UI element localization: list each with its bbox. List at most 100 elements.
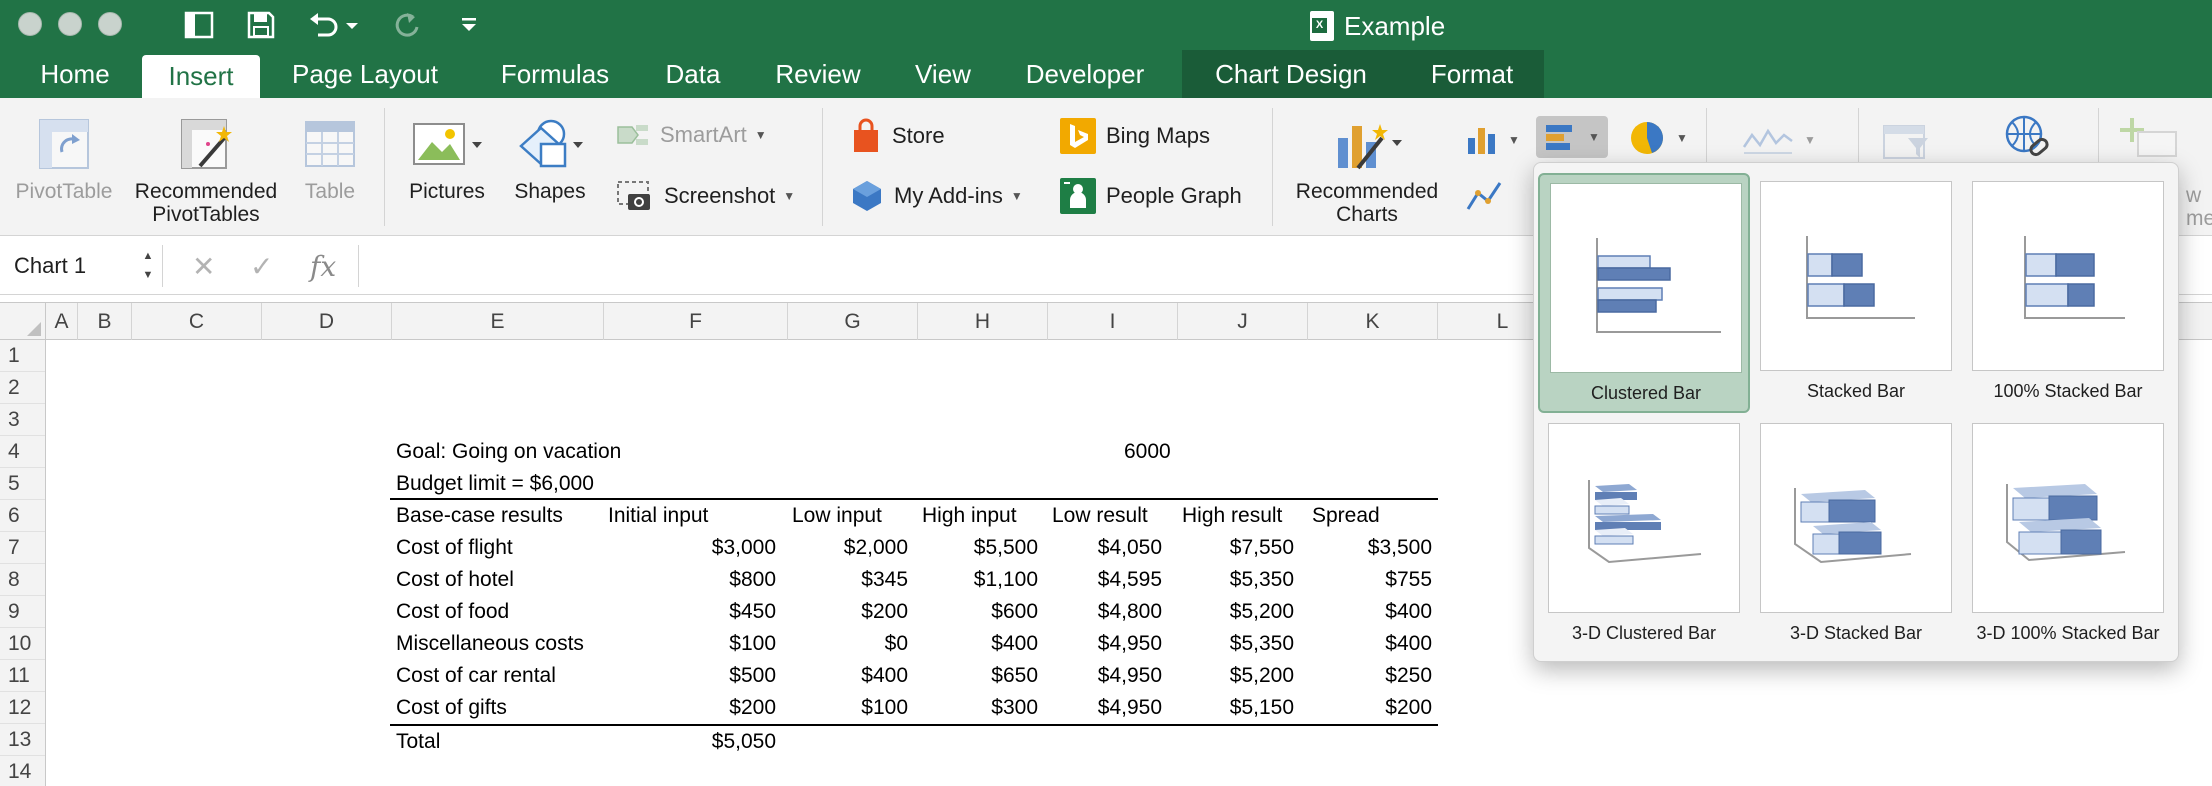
table-cell[interactable]: $4,950 — [1097, 632, 1162, 655]
row-header[interactable]: 3 — [0, 404, 45, 436]
tab-format[interactable]: Format — [1400, 50, 1544, 98]
formula-input[interactable] — [358, 245, 2208, 287]
row-header[interactable]: 11 — [0, 660, 45, 692]
row-header[interactable]: 6 — [0, 500, 45, 532]
bing-maps-button[interactable]: Bing Maps — [1060, 116, 1210, 156]
gallery-item-3d-clustered-bar[interactable]: 3-D Clustered Bar — [1538, 415, 1750, 655]
table-cell[interactable]: $450 — [729, 600, 776, 623]
shapes-button[interactable]: Shapes — [504, 116, 596, 203]
table-cell[interactable]: $100 — [729, 632, 776, 655]
cancel-formula-button[interactable]: ✕ — [192, 249, 215, 283]
insert-pie-chart-button[interactable]: ▼ — [1628, 118, 1688, 158]
table-row-label[interactable]: Cost of car rental — [396, 664, 556, 687]
table-row-label[interactable]: Cost of hotel — [396, 568, 514, 591]
column-header-k[interactable]: K — [1308, 303, 1438, 340]
row-header[interactable]: 14 — [0, 756, 45, 786]
total-value-cell[interactable]: $5,050 — [711, 730, 776, 753]
hyperlink-button[interactable] — [2000, 114, 2066, 158]
gallery-item-3d-100-stacked-bar[interactable]: 3-D 100% Stacked Bar — [1962, 415, 2174, 655]
insert-bar-chart-button[interactable]: ▼ — [1536, 116, 1608, 158]
column-header-j[interactable]: J — [1178, 303, 1308, 340]
table-row-label[interactable]: Cost of gifts — [396, 696, 507, 719]
table-cell[interactable]: $4,950 — [1097, 696, 1162, 719]
insert-column-chart-button[interactable]: ▼ — [1464, 120, 1520, 160]
redo-icon[interactable] — [390, 8, 424, 42]
gallery-item-stacked-bar[interactable]: Stacked Bar — [1750, 173, 1962, 413]
table-cell[interactable]: $4,595 — [1097, 568, 1162, 591]
table-cell[interactable]: $400 — [991, 632, 1038, 655]
pictures-button[interactable]: Pictures — [400, 116, 494, 203]
table-cell[interactable]: $400 — [861, 664, 908, 687]
table-row-label[interactable]: Cost of food — [396, 600, 510, 623]
column-header-f[interactable]: F — [604, 303, 788, 340]
gallery-item-3d-stacked-bar[interactable]: 3-D Stacked Bar — [1750, 415, 1962, 655]
table-cell[interactable]: $200 — [861, 600, 908, 623]
close-window-button[interactable] — [18, 12, 42, 36]
table-cell[interactable]: $650 — [991, 664, 1038, 687]
recommended-pivottables-button[interactable]: Recommended PivotTables — [128, 116, 284, 226]
select-all-corner[interactable] — [0, 303, 46, 340]
table-cell[interactable]: $4,050 — [1097, 536, 1162, 559]
table-cell[interactable]: $300 — [991, 696, 1038, 719]
tab-chart-design[interactable]: Chart Design — [1182, 50, 1400, 98]
insert-function-button[interactable]: fx — [310, 249, 336, 283]
name-box[interactable]: Chart 1 — [0, 245, 163, 287]
row-header[interactable]: 5 — [0, 468, 45, 500]
row-header[interactable]: 2 — [0, 372, 45, 404]
table-cell[interactable]: $5,350 — [1229, 568, 1294, 591]
tab-data[interactable]: Data — [646, 50, 740, 98]
table-cell[interactable]: $400 — [1385, 600, 1432, 623]
table-cell[interactable]: $200 — [1385, 696, 1432, 719]
enter-formula-button[interactable]: ✓ — [250, 249, 273, 283]
row-header[interactable]: 4 — [0, 436, 45, 468]
table-cell[interactable]: $5,200 — [1229, 600, 1294, 623]
header-cell[interactable]: Low input — [792, 504, 882, 527]
slicer-button[interactable] — [1878, 120, 1944, 160]
table-cell[interactable]: $500 — [729, 664, 776, 687]
tab-page-layout[interactable]: Page Layout — [270, 50, 460, 98]
screenshot-button[interactable]: Screenshot ▼ — [616, 176, 795, 216]
table-cell[interactable]: $755 — [1385, 568, 1432, 591]
header-cell[interactable]: High input — [922, 504, 1017, 527]
column-header-b[interactable]: B — [78, 303, 132, 340]
store-button[interactable]: Store — [850, 116, 945, 156]
header-cell[interactable]: High result — [1182, 504, 1283, 527]
table-cell[interactable]: $345 — [861, 568, 908, 591]
column-header-e[interactable]: E — [392, 303, 604, 340]
column-header-h[interactable]: H — [918, 303, 1048, 340]
pivottable-button[interactable]: PivotTable — [8, 116, 120, 203]
table-cell[interactable]: $5,150 — [1229, 696, 1294, 719]
table-cell[interactable]: $200 — [729, 696, 776, 719]
zoom-window-button[interactable] — [98, 12, 122, 36]
goal-label-cell[interactable]: Goal: Going on vacation — [396, 440, 622, 463]
undo-icon[interactable] — [304, 8, 364, 42]
total-label-cell[interactable]: Total — [396, 730, 441, 753]
smartart-button[interactable]: SmartArt ▼ — [616, 118, 767, 152]
table-cell[interactable]: $4,800 — [1097, 600, 1162, 623]
table-cell[interactable]: $3,500 — [1367, 536, 1432, 559]
table-cell[interactable]: $3,000 — [711, 536, 776, 559]
column-header-a[interactable]: A — [46, 303, 78, 340]
name-box-spinner[interactable]: ▲ ▼ — [138, 247, 158, 285]
budget-limit-cell[interactable]: Budget limit = $6,000 — [396, 472, 594, 495]
people-graph-button[interactable]: People Graph — [1060, 176, 1242, 216]
header-cell[interactable]: Spread — [1312, 504, 1380, 527]
column-header-d[interactable]: D — [262, 303, 392, 340]
table-cell[interactable]: $1,100 — [973, 568, 1038, 591]
recommended-charts-button[interactable]: Recommended Charts — [1284, 116, 1450, 226]
header-cell[interactable]: Base-case results — [396, 504, 563, 527]
tab-home[interactable]: Home — [20, 50, 130, 98]
row-header[interactable]: 13 — [0, 724, 45, 756]
header-cell[interactable]: Low result — [1052, 504, 1148, 527]
table-cell[interactable]: $100 — [861, 696, 908, 719]
table-cell[interactable]: $0 — [884, 632, 908, 655]
row-header[interactable]: 10 — [0, 628, 45, 660]
row-header[interactable]: 9 — [0, 596, 45, 628]
column-header-g[interactable]: G — [788, 303, 918, 340]
table-cell[interactable]: $250 — [1385, 664, 1432, 687]
tab-formulas[interactable]: Formulas — [478, 50, 632, 98]
table-button[interactable]: Table — [290, 116, 370, 203]
sidebar-toggle-icon[interactable] — [182, 8, 216, 42]
table-cell[interactable]: $800 — [729, 568, 776, 591]
goal-value-cell[interactable]: 6000 — [1124, 440, 1171, 463]
